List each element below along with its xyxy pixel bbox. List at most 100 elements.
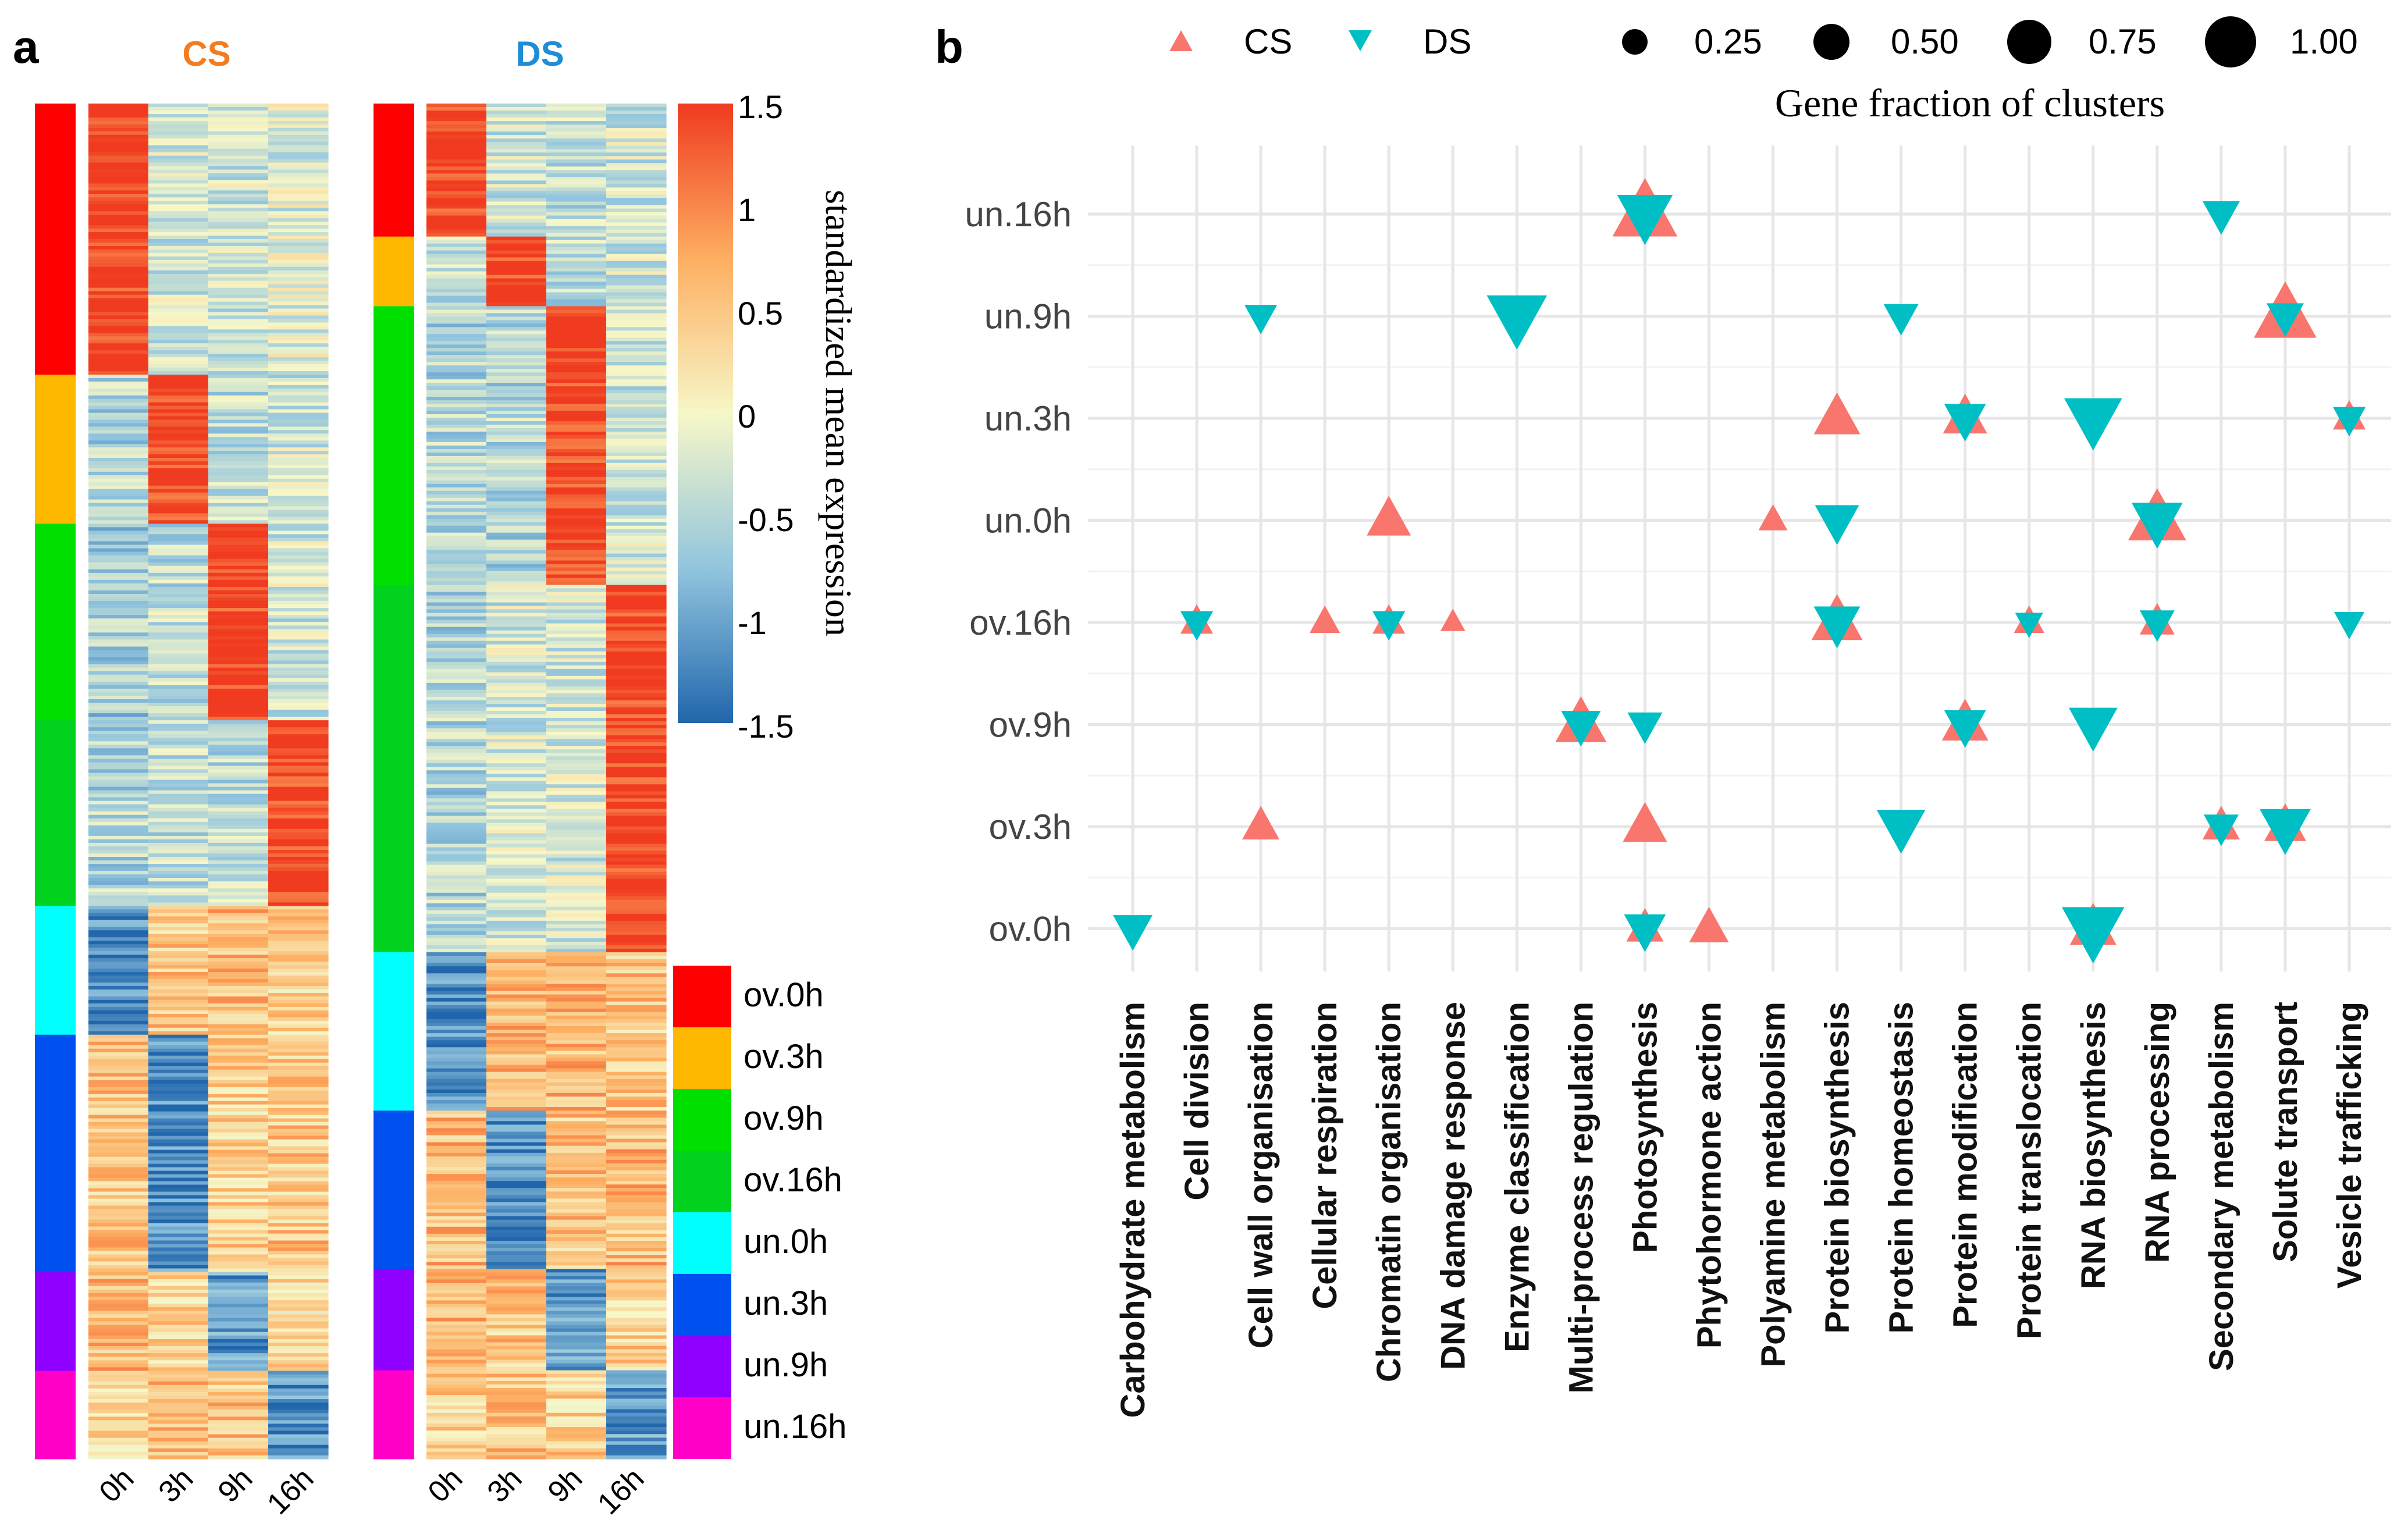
heatmap-cell (486, 383, 547, 387)
heatmap-cell (208, 671, 269, 675)
heatmap-cell (486, 358, 547, 362)
heatmap-cell (606, 334, 667, 338)
heatmap-cell (208, 941, 269, 945)
heatmap-cell (546, 1005, 607, 1009)
heatmap-cell (88, 646, 149, 651)
heatmap-cell (486, 351, 547, 355)
heatmap-cell (606, 114, 667, 118)
heatmap-cell (426, 998, 487, 1002)
heatmap-cell (208, 1149, 269, 1154)
heatmap-cell (606, 837, 667, 841)
heatmap-cell (88, 322, 149, 326)
size-legend-label: 0.50 (1891, 22, 1959, 61)
heatmap-cell (486, 668, 547, 673)
heatmap-cell (208, 1188, 269, 1193)
heatmap-cell (546, 564, 607, 568)
heatmap-cell (208, 611, 269, 615)
cluster-legend: ov.0h ov.3h ov.9h ov.16h un.0h un.3h un.… (673, 966, 846, 1459)
heatmap-cell (208, 762, 269, 767)
heatmap-cell (546, 1128, 607, 1133)
heatmap-cell (486, 1321, 547, 1326)
heatmap-cell (88, 906, 149, 910)
heatmap-cell (546, 166, 607, 170)
heatmap-cell (208, 1146, 269, 1151)
heatmap-cell (208, 544, 269, 549)
heatmap-cell (486, 878, 547, 883)
heatmap-cell (426, 1111, 487, 1115)
heatmap-cell (486, 882, 547, 887)
heatmap-cell (486, 788, 547, 792)
heatmap-cell (426, 476, 487, 481)
heatmap-cell (208, 1041, 269, 1046)
heatmap-cell (606, 613, 667, 617)
heatmap-cell (486, 1356, 547, 1361)
heatmap-cell (88, 881, 149, 885)
heatmap-cell (208, 120, 269, 125)
heatmap-cell (546, 1188, 607, 1192)
heatmap-cell (208, 520, 269, 524)
heatmap-cell (486, 1349, 547, 1354)
heatmap-cell (546, 1061, 607, 1066)
heatmap-cell (426, 173, 487, 177)
heatmap-cell (606, 1339, 667, 1343)
heatmap-cell (486, 637, 547, 642)
heatmap-cell (606, 233, 667, 237)
heatmap-cell (148, 249, 209, 254)
heatmap-cell (208, 622, 269, 626)
heatmap-cell (426, 282, 487, 286)
heatmap-cell (606, 1212, 667, 1217)
heatmap-cell (148, 1052, 209, 1056)
heatmap-cell (268, 727, 329, 731)
heatmap-cell (486, 861, 547, 866)
heatmap-cell (148, 315, 209, 320)
heatmap-cell (486, 490, 547, 495)
heatmap-cell (88, 134, 149, 139)
heatmap-cell (268, 1059, 329, 1063)
heatmap-cell (88, 1314, 149, 1319)
heatmap-cell (208, 717, 269, 721)
heatmap-cell (148, 517, 209, 521)
heatmap-cell (268, 1170, 329, 1175)
heatmap-cell (268, 266, 329, 271)
heatmap-cell (148, 1006, 209, 1011)
heatmap-cell (148, 1332, 209, 1336)
heatmap-cell (208, 211, 269, 215)
heatmap-cell (426, 805, 487, 809)
heatmap-cell (88, 1195, 149, 1200)
heatmap-cell (268, 1108, 329, 1112)
heatmap-cell (268, 1111, 329, 1116)
heatmap-cell (426, 1212, 487, 1217)
heatmap-cell (268, 510, 329, 514)
heatmap-cell (426, 166, 487, 170)
heatmap-cell (268, 976, 329, 980)
heatmap-cell (426, 177, 487, 181)
heatmap-cell (208, 458, 269, 462)
heatmap-cell (426, 1138, 487, 1143)
heatmap-cell (486, 111, 547, 115)
heatmap-cell (88, 1003, 149, 1008)
heatmap-cell (268, 1451, 329, 1456)
heatmap-cell (148, 762, 209, 767)
heatmap-cell (268, 1437, 329, 1442)
heatmap-cell (268, 110, 329, 115)
heatmap-cell (546, 774, 607, 778)
heatmap-cell (606, 194, 667, 199)
heatmap-cell (606, 924, 667, 928)
heatmap-cell (208, 1191, 269, 1196)
heatmap-cell (426, 532, 487, 537)
heatmap-cell (268, 388, 329, 393)
heatmap-cell (148, 391, 209, 396)
heatmap-cell (268, 138, 329, 143)
heatmap-cell (486, 341, 547, 345)
heatmap-cell (208, 229, 269, 233)
heatmap-cell (546, 920, 607, 925)
heatmap-cell (208, 885, 269, 889)
heatmap-cell (208, 695, 269, 700)
heatmap-cell (88, 287, 149, 292)
heatmap-cell (88, 273, 149, 278)
heatmap-cell (268, 590, 329, 595)
heatmap-cell (606, 299, 667, 304)
heatmap-cell (426, 956, 487, 960)
heatmap-cell (88, 1335, 149, 1340)
heatmap-cell (208, 270, 269, 275)
